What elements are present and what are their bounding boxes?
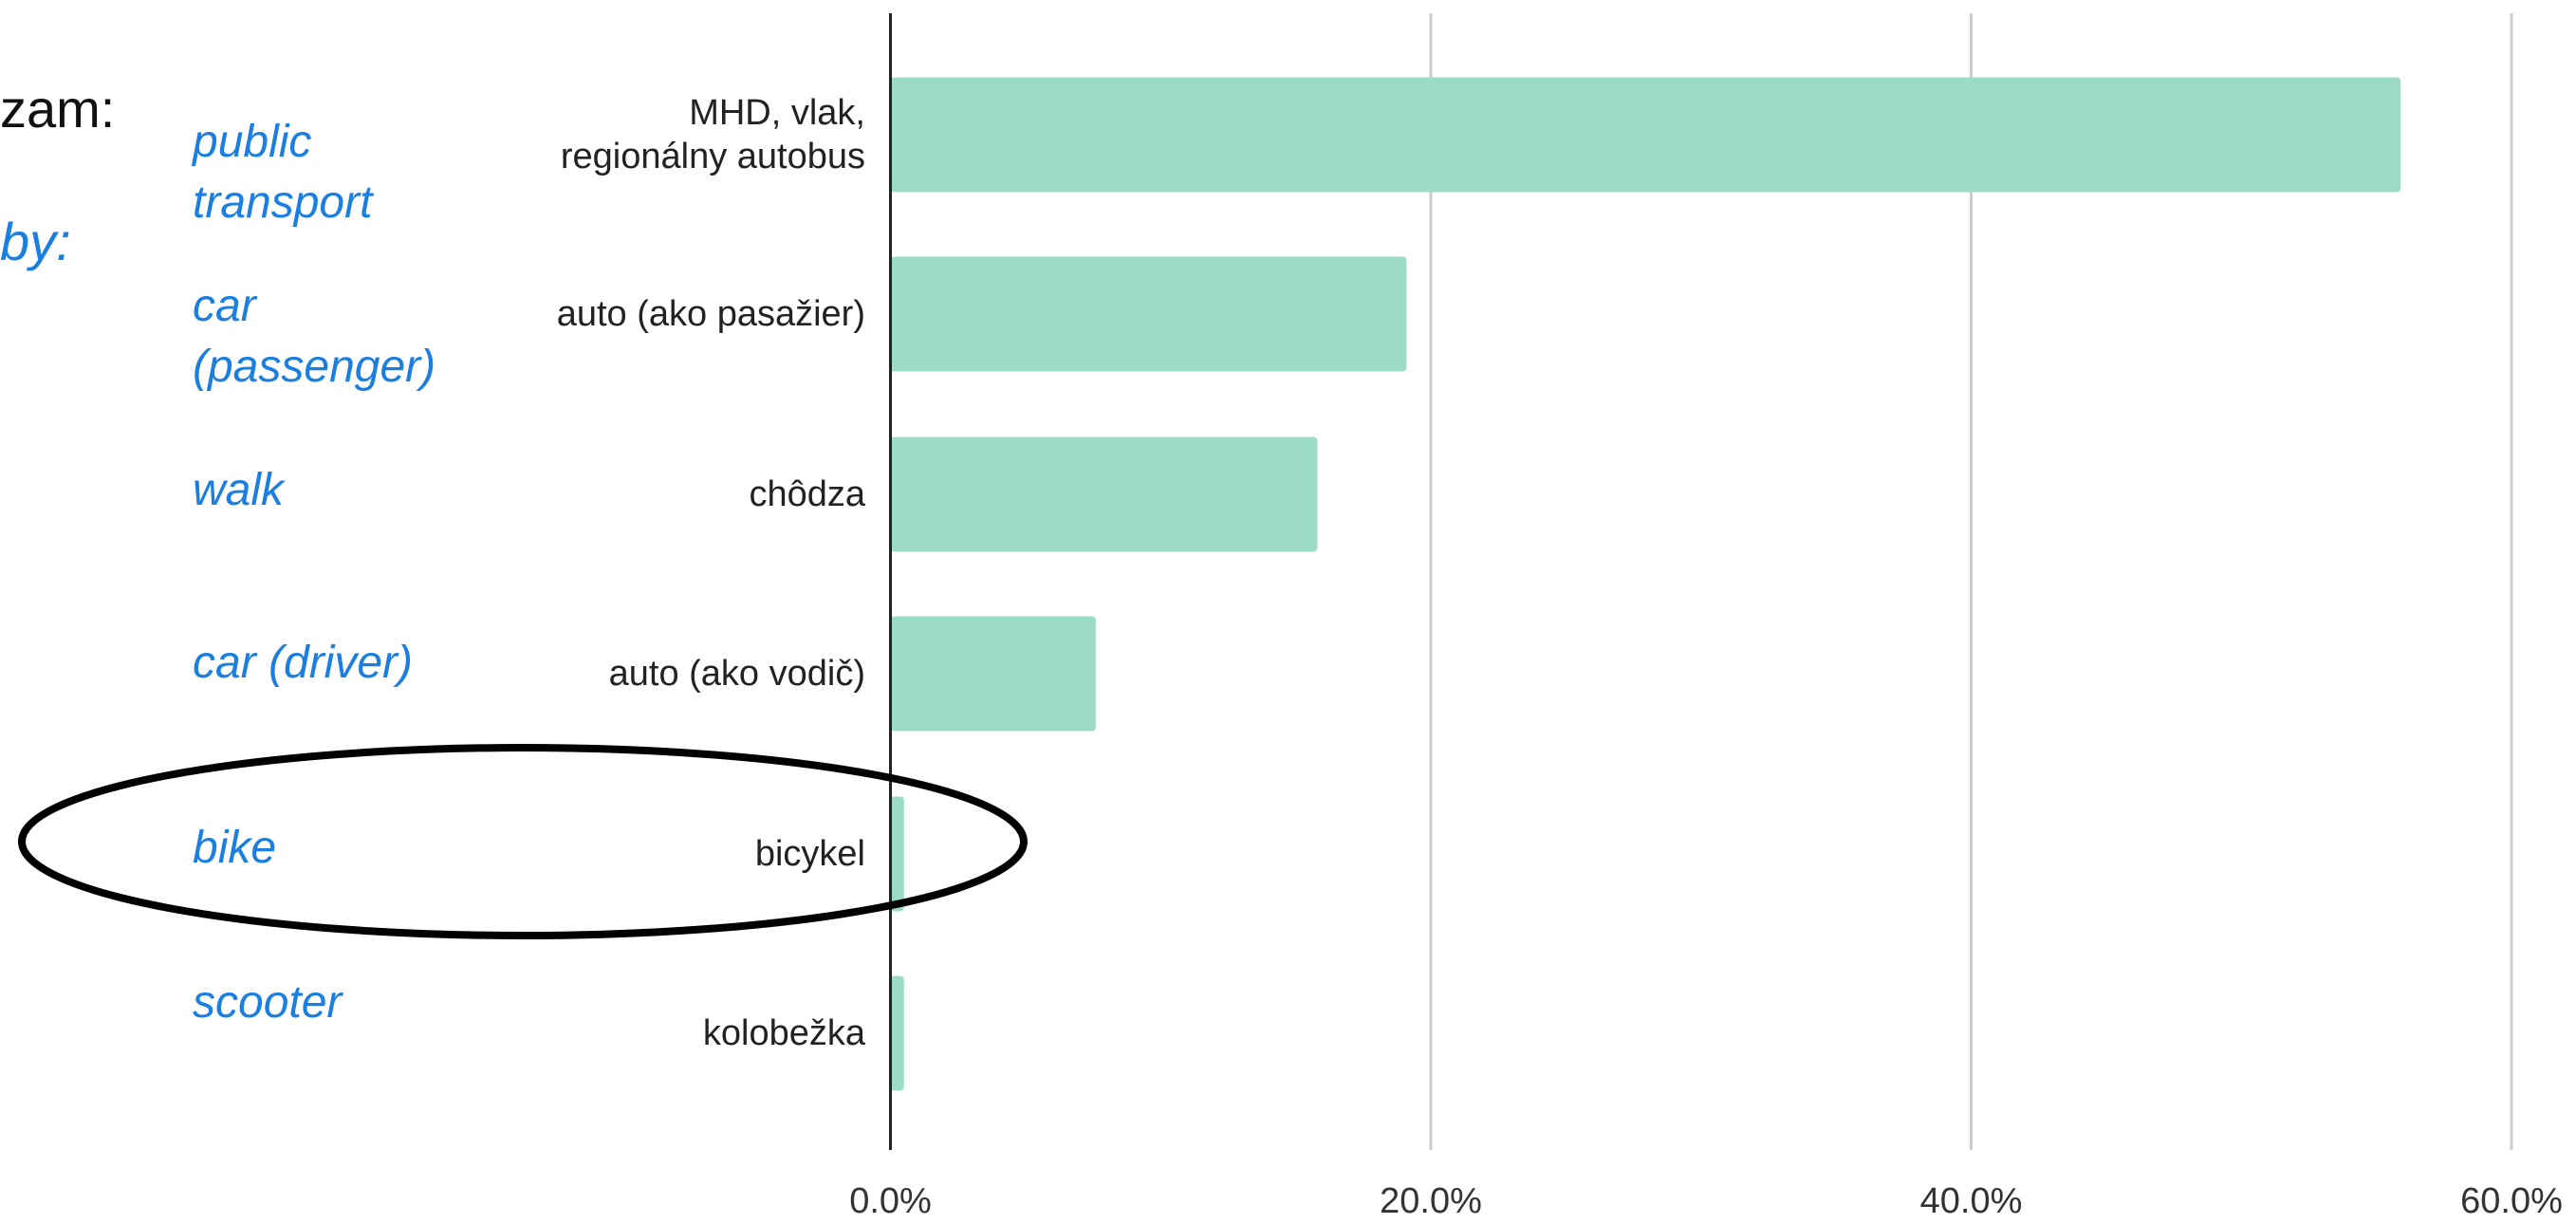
translation-label: public transport [193, 117, 373, 228]
bar [890, 436, 1318, 552]
y-tick-label: auto (ako vodič) [608, 654, 865, 694]
bar [890, 975, 904, 1091]
translation-label: car (driver) [193, 638, 414, 688]
x-tick-label: 60.0% [2460, 1181, 2563, 1221]
y-tick-label: auto (ako pasažier) [556, 294, 865, 334]
y-tick-label: bicykel [754, 834, 865, 874]
translation-label: walk [193, 465, 285, 515]
translation-label: scooter [193, 977, 343, 1028]
y-tick-label: MHD, vlak, regionálny autobus [560, 93, 865, 176]
y-tick-label: kolobežka [702, 1013, 865, 1053]
bar [890, 796, 904, 912]
bar [890, 77, 2401, 193]
annotation: by: [0, 212, 71, 271]
bar [890, 616, 1096, 732]
x-tick-label: 40.0% [1919, 1181, 2023, 1221]
bar [890, 256, 1407, 372]
translation-label: bike [193, 823, 277, 873]
highlight-ellipse [18, 744, 1028, 939]
x-tick-label: 0.0% [849, 1181, 932, 1221]
y-tick-label: chôdza [749, 474, 865, 514]
annotation: zam: [0, 79, 116, 139]
x-tick-label: 20.0% [1380, 1181, 1482, 1221]
translation-label: car (passenger) [193, 281, 436, 392]
